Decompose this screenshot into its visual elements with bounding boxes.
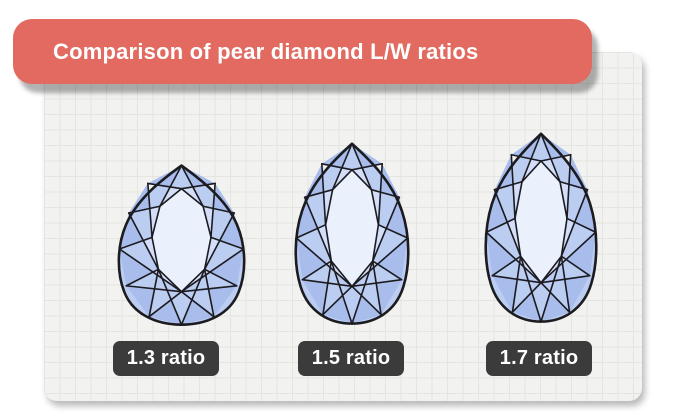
ratio-label-text: 1.7 ratio (499, 347, 579, 369)
title-banner: Comparison of pear diamond L/W ratios (13, 19, 592, 84)
ratio-label-text: 1.3 ratio (126, 347, 206, 369)
banner-title: Comparison of pear diamond L/W ratios (53, 38, 479, 64)
ratio-label: 1.5 ratio (298, 341, 404, 376)
pear-diamond-illustration (117, 164, 246, 326)
ratio-label: 1.7 ratio (486, 341, 592, 376)
ratio-label: 1.3 ratio (113, 341, 219, 376)
pear-diamond-illustration (484, 132, 598, 323)
pear-diamond-illustration (294, 142, 410, 325)
ratio-label-text: 1.5 ratio (311, 347, 391, 369)
